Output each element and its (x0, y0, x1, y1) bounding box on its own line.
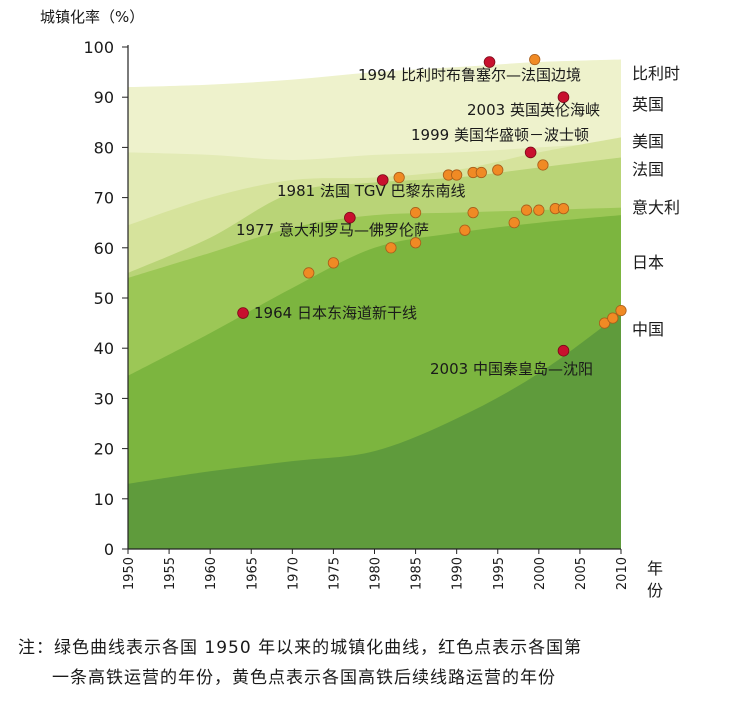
x-axis-title-line2: 份 (647, 581, 663, 600)
x-tick-label: 1965 (245, 557, 260, 590)
x-tick-label: 1950 (122, 557, 137, 590)
follow-up-line-point (598, 317, 611, 329)
x-tick-label: 1995 (492, 557, 507, 590)
y-tick-label: 80 (94, 138, 114, 157)
first-line-point (483, 56, 496, 68)
x-tick-label: 1985 (410, 557, 425, 590)
x-tick-label: 1970 (286, 557, 301, 590)
x-tick-label: 1960 (204, 557, 219, 590)
urbanization-chart: 0 10 20 30 40 50 60 70 80 90 100 1950 1955 1960 1965 19… (40, 8, 680, 600)
country-label: 法国 (632, 160, 664, 179)
first-line-label: 2003 中国秦皇岛—沈阳 (430, 360, 593, 378)
chart-note: 注：绿色曲线表示各国 1950 年以来的城镇化曲线，红色点表示各国第 一条高铁运… (18, 633, 728, 693)
follow-up-line-point (475, 166, 487, 179)
first-line-point (524, 146, 537, 159)
first-line-point (557, 344, 570, 357)
y-tick-label: 60 (94, 239, 114, 258)
follow-up-line-point (303, 267, 315, 279)
follow-up-line-point (520, 204, 533, 216)
x-tick-label: 1955 (163, 557, 178, 590)
y-tick-label: 10 (94, 490, 114, 509)
follow-up-line-point (459, 224, 471, 236)
x-tick-label: 1975 (327, 557, 342, 590)
x-axis-title-line1: 年 (647, 559, 663, 578)
follow-up-line-point (385, 242, 397, 254)
y-tick-label: 100 (83, 38, 114, 57)
first-line-point (376, 174, 389, 186)
follow-up-line-point (327, 257, 340, 269)
x-tick-label: 1990 (451, 557, 466, 590)
y-tick-label: 20 (94, 440, 114, 459)
follow-up-line-point (492, 164, 504, 176)
country-label: 比利时 (632, 64, 680, 83)
follow-up-line-point (607, 312, 619, 324)
country-label: 意大利 (632, 198, 680, 217)
follow-up-line-point (615, 304, 627, 317)
follow-up-line-point (467, 207, 479, 219)
first-line-label: 1964 日本东海道新干线 (254, 304, 417, 322)
follow-up-line-point (409, 207, 422, 219)
y-tick-label: 40 (94, 339, 114, 358)
x-tick-label: 1980 (369, 557, 384, 590)
follow-up-line-point (537, 159, 549, 171)
x-tick-label: 2000 (533, 557, 548, 590)
y-tick-label: 30 (94, 389, 114, 408)
follow-up-line-point (529, 53, 541, 66)
first-line-label: 2003 英国英伦海峡 (467, 101, 600, 119)
first-line-point (344, 211, 356, 224)
first-line-label: 1977 意大利罗马—佛罗伦萨 (236, 221, 429, 239)
y-axis-title: 城镇化率（%） (40, 8, 144, 26)
first-line-point (557, 91, 570, 103)
follow-up-line-point (451, 169, 463, 181)
x-tick-label: 2010 (615, 557, 630, 590)
country-label: 英国 (632, 95, 664, 114)
follow-up-line-point (409, 237, 422, 249)
first-line-label: 1994 比利时布鲁塞尔—法国边境 (358, 66, 581, 84)
follow-up-line-point (393, 171, 405, 184)
first-line-label: 1981 法国 TGV 巴黎东南线 (277, 182, 466, 200)
note-line-2: 一条高铁运营的年份，黄色点表示各国高铁后续线路运营的年份 (52, 668, 556, 688)
first-line-label: 1999 美国华盛顿－波士顿 (411, 126, 589, 144)
country-label: 日本 (632, 253, 664, 272)
country-label: 美国 (632, 132, 664, 151)
note-line-1: 注：绿色曲线表示各国 1950 年以来的城镇化曲线，红色点表示各国第 (18, 638, 583, 658)
y-tick-label: 0 (104, 540, 114, 559)
follow-up-line-point (533, 204, 545, 216)
follow-up-line-point (557, 203, 570, 215)
country-label: 中国 (632, 320, 664, 339)
x-tick-label: 2005 (574, 557, 589, 590)
y-tick-label: 90 (94, 88, 114, 107)
y-tick-label: 70 (94, 189, 114, 208)
follow-up-line-point (508, 217, 520, 229)
area-中国 (128, 313, 621, 549)
y-tick-label: 50 (94, 289, 114, 308)
first-line-point (237, 307, 249, 319)
